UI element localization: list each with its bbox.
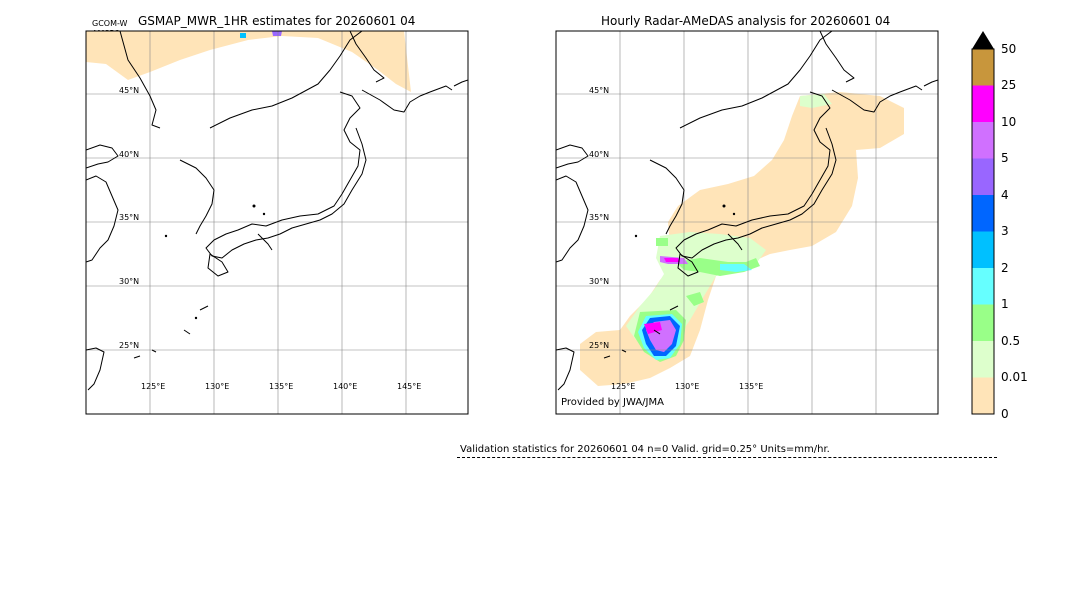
right-lon-label: 125°E [611,382,636,391]
left-map-frame [85,30,469,415]
left-lon-label: 135°E [269,382,294,391]
left-lat-label: 40°N [119,150,140,159]
left-map [86,31,468,414]
left-lon-label: 130°E [205,382,230,391]
left-lat-label: 45°N [119,86,140,95]
colorbar-segment [972,377,994,415]
left-map-title: GSMAP_MWR_1HR estimates for 20260601 04 [138,14,416,28]
colorbar-segment [972,231,994,269]
left-lat-label: 30°N [119,277,140,286]
colorbar-segment [972,158,994,196]
validation-underline [457,457,997,458]
left-lon-label: 140°E [333,382,358,391]
colorbar-segment [972,85,994,123]
colorbar [971,31,995,415]
colorbar-segment [972,268,994,305]
colorbar-extend-triangle [972,31,994,49]
colorbar-label: 0.01 [1001,370,1028,384]
colorbar-label: 0 [1001,407,1009,421]
right-lat-label: 40°N [589,150,610,159]
right-lat-label: 25°N [589,341,610,350]
right-lat-label: 35°N [589,213,610,222]
map-credit: Provided by JWA/JMA [561,397,664,408]
colorbar-label: 0.5 [1001,334,1021,348]
colorbar-label: 50 [1001,42,1017,56]
validation-statistics: Validation statistics for 20260601 04 n=… [460,444,830,455]
left-lon-label: 125°E [141,382,166,391]
colorbar-label: 10 [1001,115,1017,129]
colorbar-label: 2 [1001,261,1009,275]
sensor-label-1: GCOM-W [92,19,128,28]
right-lat-label: 30°N [589,277,610,286]
colorbar-segment [972,195,994,232]
colorbar-label: 1 [1001,297,1009,311]
left-precip-area [86,31,411,92]
left-lat-label: 25°N [119,341,140,350]
left-lon-label: 145°E [397,382,422,391]
colorbar-label: 25 [1001,78,1017,92]
right-lon-label: 130°E [675,382,700,391]
right-lon-label: 135°E [739,382,764,391]
right-map [556,31,938,414]
left-lat-label: 35°N [119,213,140,222]
colorbar-segment [972,122,994,159]
colorbar-label: 5 [1001,151,1009,165]
colorbar-segment [972,304,994,342]
right-map-title: Hourly Radar-AMeDAS analysis for 2026060… [601,14,891,28]
right-map-frame [555,30,939,415]
right-lat-label: 45°N [589,86,610,95]
colorbar-label: 3 [1001,224,1009,238]
colorbar-segment [972,341,994,378]
colorbar-label: 4 [1001,188,1009,202]
colorbar-segment [972,49,994,86]
